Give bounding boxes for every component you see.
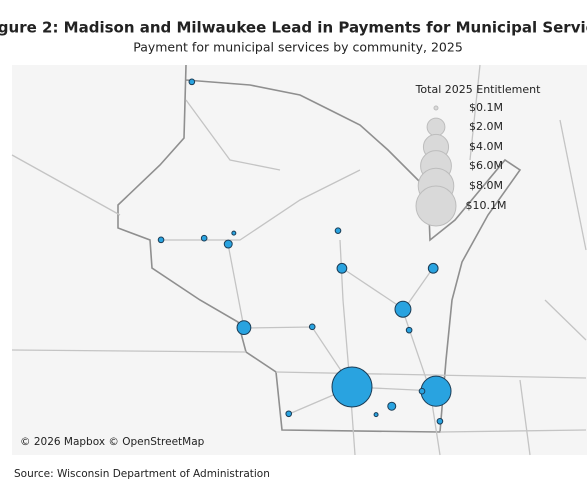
legend-label: $0.1M: [469, 101, 503, 114]
bubble: [236, 320, 252, 336]
bubble: [200, 234, 208, 242]
bubble: [334, 227, 342, 234]
bubble: [373, 412, 379, 418]
basemap: [11, 64, 587, 456]
bubble: [387, 401, 397, 411]
bubble: [231, 230, 237, 236]
legend-symbol: [433, 105, 439, 111]
bubble: [223, 239, 233, 249]
bubble: [308, 323, 316, 331]
bubble: [157, 236, 165, 244]
subtitle: Payment for municipal services by commun…: [133, 40, 463, 55]
legend-symbol: [415, 185, 457, 227]
legend-label: $4.0M: [469, 140, 503, 153]
bubble: [285, 410, 293, 418]
source: Source: Wisconsin Department of Administ…: [14, 468, 270, 480]
bubble: [436, 417, 444, 425]
legend-label: $6.0M: [469, 159, 503, 172]
bubble: [405, 326, 413, 334]
bubble: [418, 387, 426, 395]
legend-label: $8.0M: [469, 179, 503, 192]
title: Figure 2: Madison and Milwaukee Lead in …: [0, 19, 587, 37]
bubble: [427, 262, 439, 274]
bubble: [336, 262, 348, 274]
attribution: © 2026 Mapbox © OpenStreetMap: [20, 436, 205, 448]
legend-label: $2.0M: [469, 120, 503, 133]
legend-label: $10.1M: [466, 199, 507, 212]
bubble: [188, 78, 196, 86]
bubble: [394, 300, 412, 318]
bubble: [420, 375, 452, 407]
bubble: [331, 366, 373, 408]
legend-symbol: [426, 117, 446, 137]
legend-title: Total 2025 Entitlement: [415, 83, 542, 96]
